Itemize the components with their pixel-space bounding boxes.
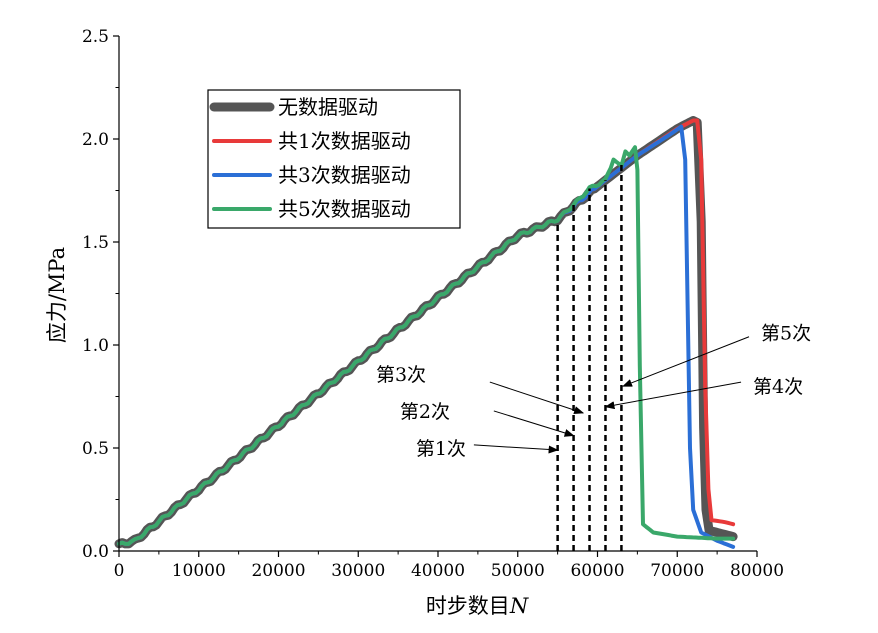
y-tick-label: 0.5: [82, 439, 109, 459]
x-axis-title-text: 时步数目: [426, 594, 510, 618]
legend-label-2: 共1次数据驱动: [278, 129, 411, 153]
annotation-arrow-2: [493, 410, 575, 437]
y-axis-title: 应力/MPa: [45, 247, 69, 343]
x-tick-label: 0: [114, 561, 125, 581]
annotation-arrow-4: [604, 381, 742, 410]
annotation-label-5: 第5次: [761, 323, 811, 345]
x-tick-label: 60000: [570, 561, 624, 581]
series-layer: [114, 116, 738, 549]
annotation-label-2: 第2次: [400, 401, 450, 423]
y-tick-label: 2.5: [82, 27, 109, 47]
annotation-arrow-3: [489, 381, 585, 414]
legend-label-3: 共3次数据驱动: [278, 163, 411, 187]
y-tick-label: 1.5: [82, 233, 109, 253]
legend-label-1: 无数据驱动: [278, 95, 378, 119]
x-axis-title-symbol: N: [509, 594, 529, 618]
annotation-label-4: 第4次: [753, 376, 803, 398]
y-tick-label: 0.0: [82, 542, 109, 562]
x-tick-label: 50000: [491, 561, 545, 581]
annotation-arrow-5: [622, 336, 750, 387]
x-tick-label: 30000: [331, 561, 385, 581]
annotation-arrow-1: [473, 444, 559, 454]
x-axis-title: 时步数目N: [426, 594, 529, 618]
annotation-label-3: 第3次: [376, 364, 426, 386]
legend-label-4: 共5次数据驱动: [278, 197, 411, 221]
annotation-label-1: 第1次: [416, 438, 466, 460]
x-tick-label: 20000: [251, 561, 305, 581]
x-tick-label: 80000: [730, 561, 784, 581]
x-tick-label: 10000: [172, 561, 226, 581]
legend-box: [207, 89, 461, 229]
x-tick-label: 40000: [411, 561, 465, 581]
series-line-4: [117, 145, 736, 546]
axes-layer: 0 10000 20000 30000 40000 50000 60000 70000 8000…: [82, 27, 784, 581]
x-tick-label: 70000: [650, 561, 704, 581]
y-tick-label: 1.0: [82, 336, 109, 356]
marker-lines-layer: [556, 163, 623, 551]
y-tick-label: 2.0: [82, 130, 109, 150]
